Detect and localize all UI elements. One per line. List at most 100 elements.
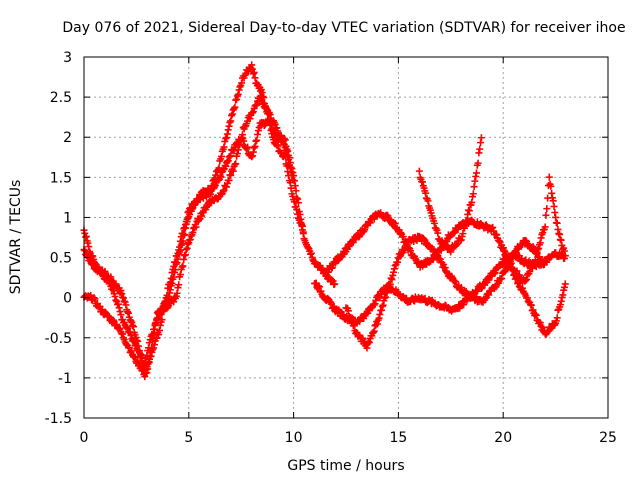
y-tick-label: 1.5 xyxy=(50,170,72,186)
data-point-marker xyxy=(316,262,324,270)
data-point-marker xyxy=(553,314,561,322)
data-point-marker xyxy=(250,68,258,76)
data-point-marker xyxy=(146,336,154,344)
data-point-marker xyxy=(545,173,553,181)
data-point-marker xyxy=(127,317,135,325)
data-point-marker xyxy=(253,136,261,144)
data-point-marker xyxy=(215,164,223,172)
data-point-marker xyxy=(192,223,200,231)
data-point-marker xyxy=(236,140,244,148)
data-point-marker xyxy=(561,252,569,260)
data-point-marker xyxy=(225,176,233,184)
data-point-marker xyxy=(531,260,539,268)
data-point-marker xyxy=(363,344,371,352)
data-point-marker xyxy=(495,237,503,245)
data-point-marker xyxy=(217,173,225,181)
data-point-marker xyxy=(541,223,549,231)
data-point-marker xyxy=(537,234,545,242)
data-point-marker xyxy=(377,306,385,314)
data-point-marker xyxy=(532,250,540,258)
y-tick-label: 0.5 xyxy=(50,251,72,267)
data-point-marker xyxy=(217,152,225,160)
y-tick-label: -0.5 xyxy=(45,331,72,347)
data-point-marker xyxy=(280,140,288,148)
data-point-marker xyxy=(452,278,460,286)
data-point-marker xyxy=(146,352,154,360)
data-point-marker xyxy=(123,323,131,331)
data-point-marker xyxy=(90,294,98,302)
data-point-marker xyxy=(129,323,137,331)
data-point-marker xyxy=(459,230,467,238)
data-point-marker xyxy=(447,248,455,256)
data-point-marker xyxy=(225,122,233,130)
data-point-marker xyxy=(553,219,561,227)
data-point-marker xyxy=(124,309,132,317)
data-point-marker xyxy=(556,301,564,309)
series-2 xyxy=(80,116,339,377)
data-point-marker xyxy=(460,301,468,309)
data-point-marker xyxy=(249,108,257,116)
data-point-marker xyxy=(559,291,567,299)
data-point-marker xyxy=(350,322,358,330)
data-point-marker xyxy=(369,328,377,336)
data-point-marker xyxy=(547,182,555,190)
data-point-marker xyxy=(223,183,231,191)
data-point-marker xyxy=(145,358,153,366)
data-point-marker xyxy=(182,246,190,254)
data-point-marker xyxy=(138,367,146,375)
data-point-marker xyxy=(299,230,307,238)
data-point-marker xyxy=(461,224,469,232)
data-point-marker xyxy=(224,126,232,134)
data-point-marker xyxy=(373,320,381,328)
data-point-marker xyxy=(376,310,384,318)
data-point-marker xyxy=(557,297,565,305)
y-tick-label: 2.5 xyxy=(50,90,72,106)
series-3 xyxy=(80,92,297,375)
data-point-marker xyxy=(172,260,180,268)
data-point-marker xyxy=(249,109,257,117)
data-point-marker xyxy=(283,148,291,156)
data-point-marker xyxy=(291,182,299,190)
y-tick-label: 0 xyxy=(63,291,72,307)
data-point-marker xyxy=(227,117,235,125)
data-point-marker xyxy=(116,308,124,316)
data-point-marker xyxy=(184,240,192,248)
data-point-marker xyxy=(248,61,256,69)
data-point-marker xyxy=(294,195,302,203)
data-point-marker xyxy=(246,115,254,123)
data-point-marker xyxy=(531,310,539,318)
data-point-marker xyxy=(178,263,186,271)
data-point-marker xyxy=(235,141,243,149)
data-point-marker xyxy=(232,160,240,168)
data-point-marker xyxy=(534,246,542,254)
data-points xyxy=(80,61,569,381)
data-point-marker xyxy=(285,156,293,164)
data-point-marker xyxy=(203,203,211,211)
data-point-marker xyxy=(540,260,548,268)
data-point-marker xyxy=(236,83,244,91)
data-point-marker xyxy=(473,287,481,295)
data-point-marker xyxy=(289,192,297,200)
data-point-marker xyxy=(348,318,356,326)
data-point-marker xyxy=(523,275,531,283)
data-point-marker xyxy=(519,284,527,292)
x-tick-label: 5 xyxy=(184,430,193,446)
data-point-marker xyxy=(116,325,124,333)
data-point-marker xyxy=(234,146,242,154)
y-tick-label: 2 xyxy=(63,130,72,146)
data-point-marker xyxy=(286,163,294,171)
data-point-marker xyxy=(474,159,482,167)
y-tick-label: 1 xyxy=(63,210,72,226)
data-point-marker xyxy=(535,244,543,252)
data-point-marker xyxy=(150,341,158,349)
data-point-marker xyxy=(145,344,153,352)
data-point-marker xyxy=(307,249,315,257)
data-point-marker xyxy=(165,292,173,300)
data-point-marker xyxy=(181,251,189,259)
data-point-marker xyxy=(219,188,227,196)
data-point-marker xyxy=(223,134,231,142)
data-point-marker xyxy=(383,211,391,219)
x-tick-label: 0 xyxy=(80,430,89,446)
data-point-marker xyxy=(498,274,506,282)
data-point-marker xyxy=(528,264,536,272)
